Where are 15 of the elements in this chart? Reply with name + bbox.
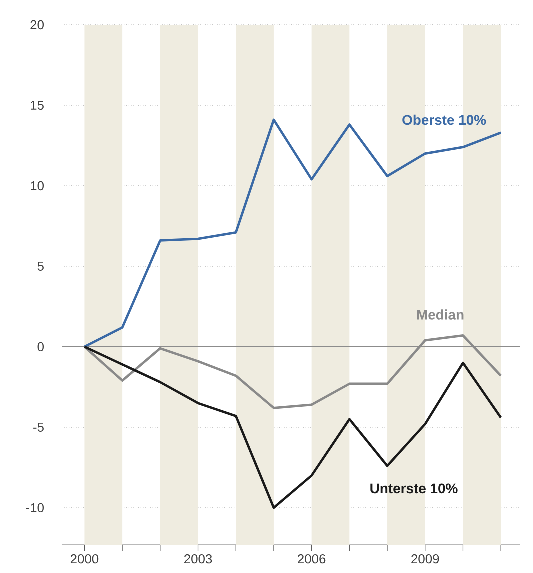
y-tick-label: 5 bbox=[38, 262, 44, 271]
x-tick-label: 2003 bbox=[184, 554, 212, 564]
y-tick-label: 20 bbox=[30, 20, 44, 30]
x-tick-label: 2000 bbox=[70, 554, 99, 564]
y-tick-label: -5 bbox=[34, 422, 44, 432]
x-tick-label: 2009 bbox=[412, 554, 440, 564]
series-label: Oberste 10% bbox=[402, 114, 486, 126]
x-tick-label: 2006 bbox=[298, 554, 326, 564]
y-tick-label: 0 bbox=[38, 342, 44, 352]
y-tick-label: 15 bbox=[31, 100, 44, 110]
y-tick-label: 10 bbox=[31, 181, 44, 191]
line-series bbox=[84, 346, 502, 510]
series-label: Median bbox=[417, 310, 464, 320]
series-label: Unterste 10% bbox=[370, 484, 458, 494]
y-tick-label: -10 bbox=[26, 503, 44, 513]
